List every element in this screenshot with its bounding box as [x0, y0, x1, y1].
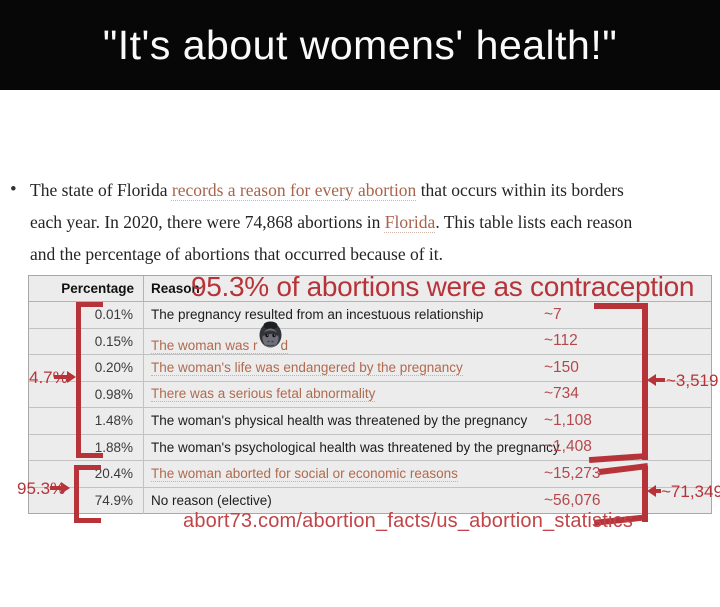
- reason-link[interactable]: The woman was r d: [151, 321, 289, 355]
- left-bracket-small-arrow-icon: [67, 371, 76, 383]
- reason-link[interactable]: The woman's life was endangered by the p…: [151, 359, 463, 376]
- reason-cell: The woman's psychological health was thr…: [144, 435, 711, 461]
- right-bracket-small-dash: [653, 378, 665, 382]
- left-bracket-small-bottom-tick: [76, 453, 103, 458]
- left-bracket-small-dash: [54, 375, 69, 379]
- right-bracket-large-label: ~71,349: [661, 482, 720, 501]
- left-bracket-large-arrow-icon: [61, 482, 70, 494]
- banner-title: "It's about womens' health!": [102, 21, 618, 68]
- percentage-cell: 1.88%: [29, 434, 144, 460]
- table-row: 74.9% No reason (elective) ~56,076: [29, 487, 711, 515]
- left-bracket-small-label: 4.7%: [29, 368, 68, 387]
- column-header-percentage: Percentage: [29, 276, 144, 301]
- right-bracket-large-arrow-icon: [647, 485, 656, 497]
- intro-text: that occurs within its borders: [416, 180, 624, 200]
- right-bracket-small-top-tick: [594, 303, 648, 309]
- intro-text: and the percentage of abortions that occ…: [30, 244, 444, 264]
- intro-line: The state of Florida records a reason fo…: [30, 174, 720, 206]
- reason-cell: The woman aborted for social or economic…: [144, 461, 711, 487]
- intro-text: . This table lists each reason: [435, 212, 633, 232]
- annotated-count: ~150: [544, 358, 579, 376]
- intro-text: each year. In 2020, there were 74,868 ab…: [30, 212, 385, 232]
- annotated-count: ~1,108: [544, 411, 592, 429]
- column-header-reason: Reason: [151, 281, 200, 296]
- annotated-count: ~1,408: [544, 438, 592, 456]
- source-url-link[interactable]: abort73.com/abortion_facts/us_abortion_s…: [183, 510, 634, 532]
- right-bracket-small-line: [642, 304, 648, 460]
- reason-cell: The woman was r d: [144, 321, 711, 355]
- reason-cell: The pregnancy resulted from an incestuou…: [144, 302, 711, 328]
- intro-line: and the percentage of abortions that occ…: [30, 238, 720, 270]
- left-bracket-large-line: [74, 465, 79, 523]
- reason-link[interactable]: There was a serious fetal abnormality: [151, 386, 376, 403]
- left-bracket-large-label: 95.3%: [17, 479, 66, 498]
- left-bracket-large-bottom-tick: [74, 518, 101, 523]
- table-row: 1.88% The woman's psychological health wa…: [29, 434, 711, 461]
- annotated-count: ~734: [544, 385, 579, 403]
- annotated-count: ~112: [544, 332, 578, 350]
- annotated-count: ~15,273: [544, 464, 601, 482]
- reason-text-part: d: [280, 338, 289, 354]
- reason-text: The pregnancy resulted from an incestuou…: [151, 307, 484, 323]
- percentage-cell: 74.9%: [29, 487, 144, 514]
- reason-cell: The woman's physical health was threaten…: [144, 408, 711, 434]
- percentage-cell: 0.15%: [29, 328, 144, 354]
- left-bracket-small-line: [76, 302, 81, 458]
- reason-text-part: The woman was r: [151, 338, 258, 354]
- annotation-headline: 95.3% of abortions were as contraception: [191, 271, 695, 302]
- table-row: 0.98% There was a serious fetal abnormali…: [29, 381, 711, 408]
- reason-text: The woman's physical health was threaten…: [151, 413, 528, 429]
- percentage-cell: 0.01%: [29, 302, 144, 328]
- table-row: 20.4% The woman aborted for social or eco…: [29, 461, 711, 488]
- abortion-reasons-table: Percentage Reason 0.01% The pregnancy res…: [28, 275, 712, 514]
- right-bracket-large-line: [642, 466, 648, 522]
- right-bracket-small-arrow-icon: [647, 374, 656, 386]
- left-bracket-large-top-tick: [74, 465, 101, 470]
- gorilla-emoji-icon: [258, 320, 283, 350]
- intro-text: The state of Florida: [30, 180, 172, 200]
- left-bracket-small-top-tick: [76, 302, 103, 307]
- reason-text: No reason (elective): [151, 493, 272, 509]
- percentage-cell: 1.48%: [29, 408, 144, 434]
- table-row: 0.20% The woman's life was endangered by …: [29, 355, 711, 382]
- table-row: 0.15% The woman was r d ~112: [29, 321, 711, 355]
- annotated-count: ~56,076: [544, 491, 601, 509]
- reason-cell: The woman's life was endangered by the p…: [144, 355, 711, 381]
- annotated-count: ~7: [544, 305, 562, 323]
- reason-cell: No reason (elective): [144, 488, 711, 515]
- reason-text: The woman's psychological health was thr…: [151, 439, 560, 455]
- right-bracket-large-dash: [653, 489, 661, 493]
- percentage-cell: 0.20%: [29, 355, 144, 381]
- table-body: 0.01% The pregnancy resulted from an ince…: [29, 302, 711, 514]
- intro-line: each year. In 2020, there were 74,868 ab…: [30, 206, 720, 238]
- table-row: 1.48% The woman's physical health was thr…: [29, 408, 711, 435]
- reason-link[interactable]: The woman aborted for social or economic…: [151, 465, 458, 482]
- inline-text-link[interactable]: Florida: [384, 212, 436, 232]
- bullet-marker: •: [10, 179, 17, 200]
- inline-text-link[interactable]: records a reason for every abortion: [171, 180, 417, 200]
- table-header-row: Percentage Reason: [29, 276, 711, 302]
- right-bracket-small-label: ~3,519: [666, 371, 719, 390]
- reason-cell: There was a serious fetal abnormality: [144, 382, 711, 408]
- percentage-cell: 0.98%: [29, 381, 144, 407]
- banner: "It's about womens' health!": [0, 0, 720, 90]
- left-bracket-large-dash: [50, 486, 63, 490]
- table-row: 0.01% The pregnancy resulted from an ince…: [29, 302, 711, 329]
- percentage-cell: 20.4%: [29, 461, 144, 487]
- intro-paragraph: The state of Florida records a reason fo…: [30, 174, 720, 270]
